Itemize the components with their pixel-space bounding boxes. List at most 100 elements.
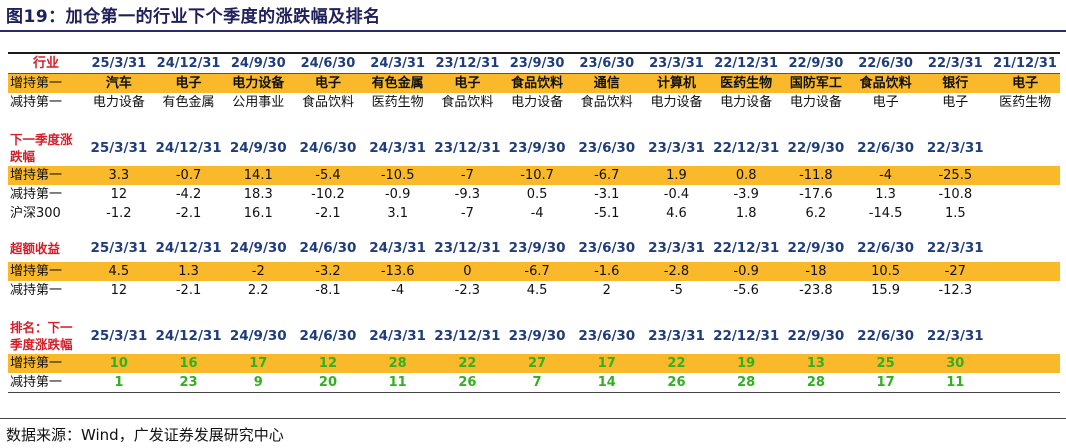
date-header: 24/3/31 (369, 139, 427, 156)
date-header: 21/12/31 (990, 52, 1060, 74)
table-cell: 1.3 (875, 187, 896, 202)
table-cell: 医药生物 (999, 95, 1052, 110)
table-cell: -25.5 (920, 166, 991, 185)
table-cell: 3.3 (84, 166, 154, 185)
table-cell: -6.7 (502, 262, 572, 281)
table-cell: -5.6 (733, 283, 759, 298)
table-cell: 医药生物 (711, 73, 782, 93)
table-cell: -2.3 (454, 283, 481, 298)
table-cell: -7 (460, 206, 474, 221)
empty-cell (990, 130, 1060, 166)
row-label: 减持第一 (10, 187, 63, 202)
table-cell: 有色金属 (362, 73, 433, 93)
table-cell: 12 (110, 283, 128, 298)
table-cell: -10.5 (362, 166, 433, 185)
table-cell: 食品饮料 (441, 95, 494, 110)
table-cell: -5 (669, 283, 683, 298)
table-cell: -0.4 (663, 187, 690, 202)
change_section-header-label: 下一季度涨跌幅 (10, 132, 73, 164)
date-header: 23/12/31 (434, 327, 501, 344)
table-row: 沪深300 -1.2 -2.1 16.1 -2.1 3.1 -7 -4 -5.1 4.6 1.8 6.… (8, 204, 1060, 223)
table-cell: 1.9 (641, 166, 712, 185)
table-cell: -18 (781, 262, 851, 281)
date-header: 24/12/31 (155, 327, 222, 344)
table-cell: 银行 (920, 73, 991, 93)
table-row: 增持第一 4.5 1.3 -2 -3.2 -13.6 0 -6.7 -1.6 -2.8 -0.9 -1… (8, 262, 1060, 281)
date-header: 23/9/30 (508, 327, 566, 344)
table-cell: 18.3 (243, 187, 273, 202)
table-cell: 28 (711, 373, 782, 393)
table-cell: 25 (850, 354, 921, 373)
table-cell: 12 (110, 187, 128, 202)
date-header: 23/9/30 (508, 239, 566, 256)
table-cell: -6.7 (571, 166, 642, 185)
date-header: 23/3/31 (648, 239, 705, 256)
row-label: 增持第一 (8, 262, 84, 281)
table-cell: 电子 (432, 73, 503, 93)
table-cell: -13.6 (362, 262, 433, 281)
date-header: 24/9/30 (229, 327, 287, 344)
spacer-row (8, 300, 1060, 318)
table-cell: 1.5 (944, 206, 966, 221)
date-header: 23/3/31 (641, 52, 712, 74)
table-cell: 电子 (872, 95, 899, 110)
table-cell: -10.7 (502, 166, 572, 185)
table-cell: 医药生物 (371, 95, 424, 110)
table-cell: -0.9 (384, 187, 411, 202)
table-cell: 国防军工 (781, 73, 851, 93)
table-cell: 通信 (571, 73, 642, 93)
table-cell: -0.7 (153, 166, 224, 185)
date-header: 24/3/31 (369, 327, 427, 344)
date-header: 22/3/31 (926, 139, 984, 156)
table-cell: 电力设备 (789, 95, 842, 110)
table-cell: -1.6 (571, 262, 642, 281)
date-header: 23/6/30 (578, 239, 636, 256)
table-cell: 1.3 (153, 262, 224, 281)
date-header: 22/6/30 (857, 327, 914, 344)
table-cell: 19 (711, 354, 782, 373)
table-row: 减持第一 电力设备 有色金属 公用事业 食品饮料 医药生物 食品饮料 电力设备 食品饮料 电力设备… (8, 93, 1060, 112)
table-cell: -11.8 (781, 166, 851, 185)
date-header: 22/6/30 (857, 139, 914, 156)
table-cell: -1.2 (106, 206, 132, 221)
date-header: 23/9/30 (502, 52, 572, 74)
table-cell: -2.1 (175, 283, 202, 298)
row-label: 沪深300 (10, 206, 61, 221)
table-cell: 电力设备 (720, 95, 773, 110)
table-cell: 26 (432, 373, 503, 393)
table-cell: 4.5 (526, 283, 548, 298)
table-cell: 4.5 (84, 262, 154, 281)
table-cell: -17.6 (799, 187, 833, 202)
date-header: 23/3/31 (648, 327, 705, 344)
table-cell: 0.8 (711, 166, 782, 185)
date-header: 22/6/30 (850, 52, 921, 74)
date-header: 23/3/31 (648, 139, 705, 156)
table-cell: -10.2 (311, 187, 345, 202)
industry-table: 行业 25/3/31 24/12/31 24/9/30 24/6/30 24/3/31 23… (8, 52, 1060, 393)
date-header: 24/9/30 (223, 52, 294, 74)
table-cell: -12.3 (938, 283, 973, 298)
empty-cell (990, 234, 1060, 262)
page-title: 图19：加仓第一的行业下个季度的涨跌幅及排名 (6, 7, 381, 27)
industry_section-header-row: 行业 25/3/31 24/12/31 24/9/30 24/6/30 24/3/31 23… (8, 52, 1060, 74)
date-header: 24/9/30 (229, 239, 287, 256)
table-cell: 26 (641, 373, 712, 393)
table-cell: 食品饮料 (301, 95, 354, 110)
table-cell: 7 (502, 373, 572, 393)
table-cell: 23 (153, 373, 224, 393)
table-cell: 电子 (293, 73, 363, 93)
date-header: 22/12/31 (711, 52, 782, 74)
table-cell: 10.5 (850, 262, 921, 281)
table-cell: 电子 (942, 95, 969, 110)
table-cell: 计算机 (641, 73, 712, 93)
table-cell: 0 (432, 262, 503, 281)
date-header: 22/12/31 (713, 139, 780, 156)
table-cell: 28 (362, 354, 433, 373)
table-row: 增持第一 汽车 电子 电力设备 电子 有色金属 电子 食品饮料 通信 计算机 医药生物 国防军工 食品饮… (8, 73, 1060, 93)
date-header: 24/6/30 (293, 52, 363, 74)
table-cell: 10 (84, 354, 154, 373)
date-header: 25/3/31 (90, 139, 148, 156)
table-row: 减持第一 1 23 9 20 11 26 7 14 26 28 28 17 11 (8, 373, 1060, 393)
empty-cell (990, 354, 1060, 373)
date-header: 22/9/30 (787, 327, 845, 344)
